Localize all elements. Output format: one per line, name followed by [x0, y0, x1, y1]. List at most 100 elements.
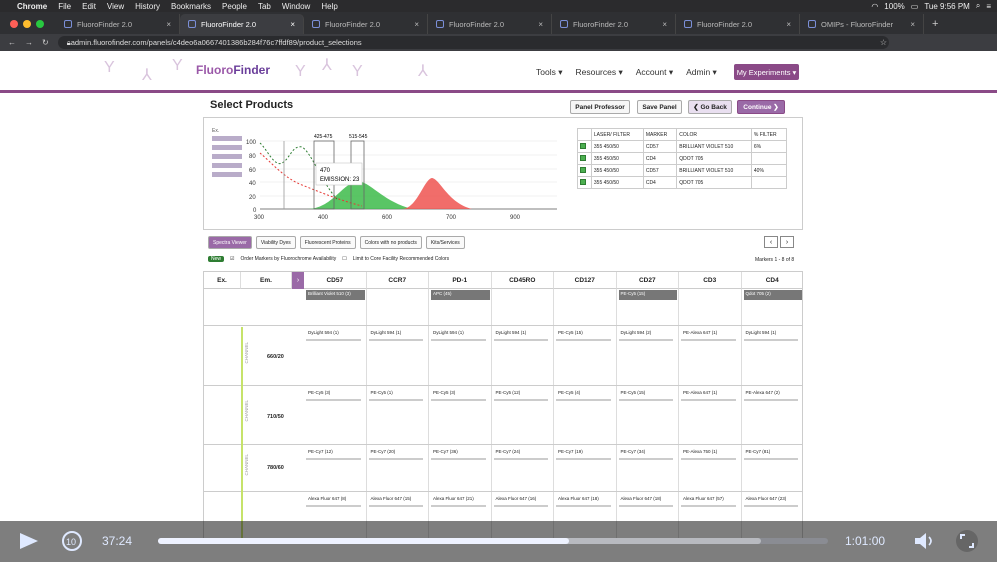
color-option[interactable]: DyLight 594 (1) [308, 330, 339, 335]
selected-color[interactable] [369, 290, 428, 300]
color-option[interactable]: PE-Cy5 (12) [495, 390, 521, 395]
close-tab-icon[interactable]: × [910, 19, 915, 29]
reload-icon[interactable]: ↻ [42, 38, 49, 47]
kits-services-button[interactable]: Kits/Services [425, 236, 465, 249]
fluorofinder-logo[interactable]: FluoroFinder [196, 63, 270, 77]
selected-color[interactable] [494, 290, 553, 300]
back-icon[interactable]: ← [8, 38, 16, 47]
limit-core-checkbox[interactable]: ☐ [342, 256, 347, 262]
selected-color[interactable] [681, 290, 740, 300]
nav-tools[interactable]: Tools ▾ [536, 67, 563, 77]
color-option[interactable]: Alexa Fluor 647 (15) [370, 496, 412, 501]
nav-admin[interactable]: Admin ▾ [686, 67, 717, 77]
save-panel-button[interactable]: Save Panel [637, 100, 682, 114]
close-tab-icon[interactable]: × [290, 19, 295, 29]
marker-header[interactable]: CD57 [304, 272, 367, 289]
selected-color[interactable] [556, 290, 615, 300]
row-checkbox[interactable] [580, 166, 586, 173]
close-window-icon[interactable] [10, 20, 18, 28]
laser-swatch[interactable] [212, 136, 242, 141]
selected-color[interactable]: Brilliant Violet 510 (3) [306, 290, 365, 300]
color-option[interactable]: PE-Cy5 (3) [308, 390, 331, 395]
menu-help[interactable]: Help [321, 1, 338, 11]
browser-tab-active[interactable]: FluoroFinder 2.0 × [180, 14, 304, 34]
browser-tab[interactable]: FluoroFinder 2.0 × [676, 14, 800, 34]
color-option[interactable]: Alexa Fluor 647 (18) [558, 496, 599, 501]
new-tab-icon[interactable]: + [932, 18, 939, 30]
close-tab-icon[interactable]: × [662, 19, 667, 29]
scroll-right-icon[interactable]: › [292, 272, 304, 289]
rewind-10-icon[interactable]: 10 [60, 529, 84, 553]
menu-file[interactable]: File [58, 1, 72, 11]
color-option[interactable]: DyLight 594 (1) [495, 330, 527, 335]
close-tab-icon[interactable]: × [538, 19, 543, 29]
row-checkbox[interactable] [580, 178, 586, 185]
go-back-button[interactable]: ❮ Go Back [688, 100, 732, 114]
nav-account[interactable]: Account ▾ [635, 67, 674, 77]
menu-people[interactable]: People [222, 1, 247, 11]
laser-swatch[interactable] [212, 145, 242, 150]
minimize-window-icon[interactable] [23, 20, 31, 28]
menu-window[interactable]: Window [281, 1, 311, 11]
clock[interactable]: Tue 9:56 PM [924, 1, 970, 11]
color-option[interactable]: PE-Cy7 (24) [495, 449, 521, 454]
row-checkbox[interactable] [580, 142, 586, 149]
laser-swatch[interactable] [212, 154, 242, 159]
color-option[interactable]: Alexa Fluor 647 (57) [683, 496, 724, 501]
menu-edit[interactable]: Edit [82, 1, 96, 11]
selected-color[interactable]: Qdot 705 (2) [743, 290, 802, 300]
spectra-chart[interactable]: Ex. 100 80 60 40 20 0 300 400 600 700 90… [212, 123, 567, 223]
table-row[interactable]: 355 450/50 CD57 BRILLIANT VIOLET 510 40% [577, 164, 788, 177]
table-row[interactable]: 355 450/50 CD57 BRILLIANT VIOLET 510 6% [577, 140, 788, 153]
bookmark-star-icon[interactable]: ☆ [879, 38, 887, 47]
menu-view[interactable]: View [106, 1, 125, 11]
marker-header[interactable]: CD4 [741, 272, 802, 289]
menu-list-icon[interactable]: ≡ [986, 1, 991, 11]
nav-resources[interactable]: Resources ▾ [575, 67, 623, 77]
browser-tab[interactable]: FluoroFinder 2.0 × [304, 14, 428, 34]
close-tab-icon[interactable]: × [166, 19, 171, 29]
color-option[interactable]: DyLight 594 (1) [370, 330, 402, 335]
color-option[interactable]: PE-Cy7 (34) [620, 449, 646, 454]
color-option[interactable]: DyLight 594 (1) [433, 330, 464, 335]
marker-header[interactable]: CCR7 [366, 272, 429, 289]
laser-swatch[interactable] [212, 172, 242, 177]
browser-tab[interactable]: FluoroFinder 2.0 × [56, 14, 180, 34]
battery-percent[interactable]: 100% [884, 1, 905, 11]
menu-app[interactable]: Chrome [17, 1, 48, 11]
color-option[interactable]: PE-Cy5 (1) [370, 390, 393, 395]
spectra-viewer-button[interactable]: Spectra Viewer [208, 236, 252, 249]
fullscreen-icon[interactable] [955, 529, 979, 553]
search-icon[interactable]: ⌕ [975, 1, 981, 10]
url-field[interactable]: 🔒︎ admin.fluorofinder.com/panels/c4deo6a… [57, 36, 889, 49]
play-icon[interactable] [18, 531, 40, 551]
color-option[interactable]: PE-Alexa 647 (2) [745, 390, 780, 395]
browser-tab[interactable]: FluoroFinder 2.0 × [428, 14, 552, 34]
panel-professor-button[interactable]: Panel Professor [570, 100, 630, 114]
color-option[interactable]: Alexa Fluor 647 (16) [495, 496, 537, 501]
color-option[interactable]: PE-Cy7 (19) [558, 449, 583, 454]
table-row[interactable]: 355 450/50 CD4 QDOT 705 [577, 152, 788, 165]
color-option[interactable]: PE-Cy5 (15) [620, 390, 646, 395]
color-option[interactable]: Alexa Fluor 647 (18) [620, 496, 662, 501]
close-tab-icon[interactable]: × [414, 19, 419, 29]
menu-history[interactable]: History [135, 1, 161, 11]
laser-swatch[interactable] [212, 163, 242, 168]
marker-header[interactable]: CD45RO [491, 272, 554, 289]
menu-bookmarks[interactable]: Bookmarks [171, 1, 212, 11]
browser-tab[interactable]: OMIPs - FluoroFinder × [800, 14, 924, 34]
wifi-icon[interactable]: ◠ [871, 1, 879, 11]
color-option[interactable]: DyLight 594 (2) [620, 330, 652, 335]
menu-tab[interactable]: Tab [257, 1, 271, 11]
color-option[interactable]: DyLight 594 (1) [745, 330, 777, 335]
selected-color[interactable]: PE-Cy5 (15) [618, 290, 677, 300]
battery-icon[interactable]: ▭ [910, 1, 919, 11]
color-option[interactable]: Alexa Fluor 647 (8) [308, 496, 347, 501]
marker-header[interactable]: PD-1 [429, 272, 492, 289]
color-option[interactable]: PE-Alexa 647 (1) [683, 390, 718, 395]
continue-button[interactable]: Continue ❯ [737, 100, 785, 114]
forward-icon[interactable]: → [25, 38, 33, 47]
color-option[interactable]: PE-Cy7 (12) [308, 449, 333, 454]
color-option[interactable]: PE-Cy7 (81) [745, 449, 771, 454]
maximize-window-icon[interactable] [36, 20, 44, 28]
